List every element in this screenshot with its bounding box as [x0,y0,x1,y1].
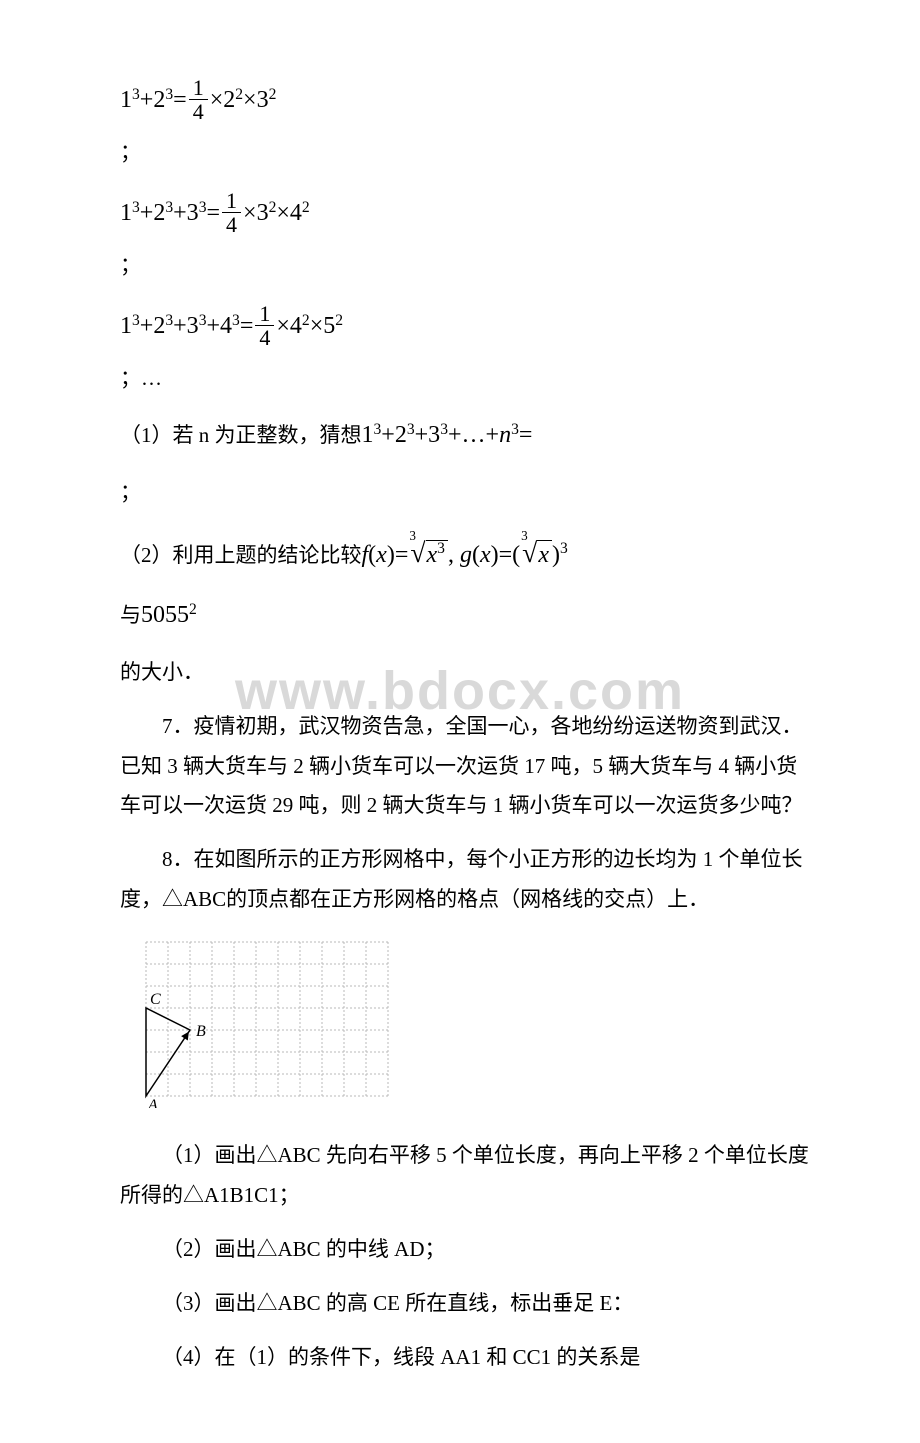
grid-figure: C B A [138,934,810,1122]
grid-svg: C B A [138,934,400,1108]
equation-1: 13+23=14×22×32 [120,78,810,125]
ellipsis-line: ；… [120,359,810,399]
problem-8-1: （1）画出△ABC 先向右平移 5 个单位长度，再向上平移 2 个单位长度所得的… [120,1136,810,1216]
problem-8: 8．在如图所示的正方形网格中，每个小正方形的边长均为 1 个单位长度，△ABC的… [120,840,810,920]
svg-text:B: B [196,1023,206,1040]
semicolon-2: ； [120,246,810,286]
question-2-line2: 与50552 [120,593,810,639]
semicolon-q1: ； [120,473,810,513]
problem-8-4: （4）在（1）的条件下，线段 AA1 和 CC1 的关系是 [120,1338,810,1378]
svg-text:A: A [147,1097,158,1108]
question-2-line1: （2）利用上题的结论比较f(x)=3√x3, g(x)=(3√x)3 [120,527,810,579]
equation-2: 13+23+33=14×32×42 [120,191,810,238]
question-2-tail: 的大小． [120,653,810,693]
problem-7: 7．疫情初期，武汉物资告急，全国一心，各地纷纷运送物资到武汉．已知 3 辆大货车… [120,707,810,827]
svg-text:C: C [150,991,161,1008]
problem-8-2: （2）画出△ABC 的中线 AD； [120,1230,810,1270]
document-body: 13+23=14×22×32 ； 13+23+33=14×32×42 ； 13+… [120,78,810,1377]
problem-8-3: （3）画出△ABC 的高 CE 所在直线，标出垂足 E： [120,1284,810,1324]
question-1: （1）若 n 为正整数，猜想13+23+33+…+n3= [120,413,810,459]
semicolon-1: ； [120,133,810,173]
equation-3: 13+23+33+43=14×42×52 [120,304,810,351]
